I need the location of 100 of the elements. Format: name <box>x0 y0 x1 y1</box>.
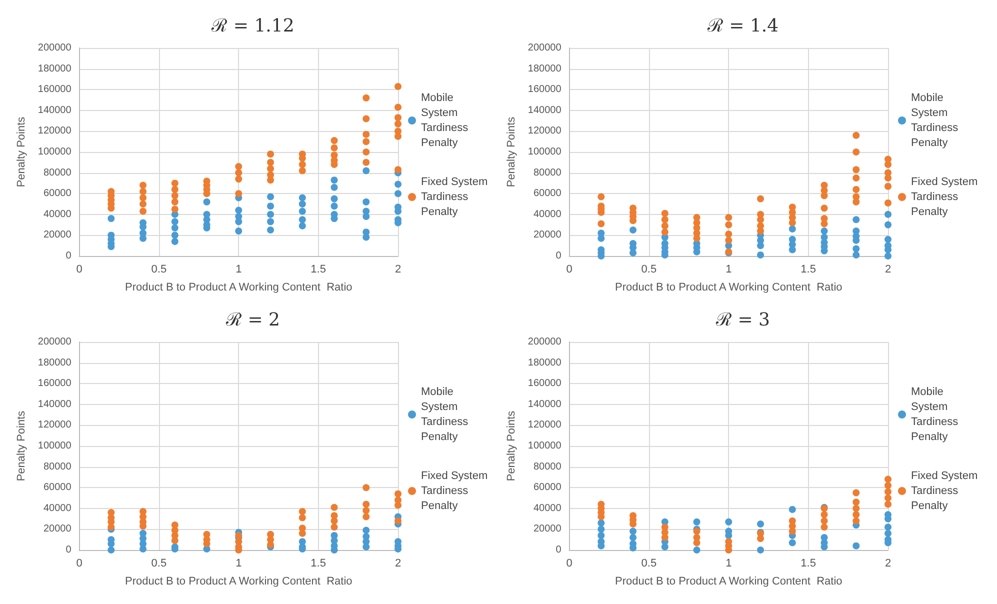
point <box>235 163 242 170</box>
x-tick-label: 0.5 <box>641 264 657 276</box>
point <box>108 204 115 212</box>
point <box>757 535 764 542</box>
x-tick-label: 0.5 <box>641 558 657 570</box>
point <box>267 218 274 226</box>
point <box>394 490 402 498</box>
point <box>693 546 700 554</box>
point <box>725 236 732 244</box>
point <box>171 537 178 544</box>
x-tick-label: 0 <box>566 558 572 570</box>
point <box>820 511 828 518</box>
point <box>598 234 605 242</box>
point <box>820 192 828 200</box>
point <box>788 506 796 513</box>
point <box>330 144 338 152</box>
point <box>852 489 860 496</box>
point <box>362 506 370 514</box>
point <box>598 519 605 526</box>
x-tick-label: 1 <box>726 558 732 570</box>
point <box>140 208 147 215</box>
point <box>884 482 892 490</box>
x-tick-label: 1 <box>726 264 732 276</box>
chart-title: ℛ = 1.12 <box>210 16 294 36</box>
point <box>267 226 274 234</box>
point <box>362 234 370 241</box>
point <box>330 184 338 191</box>
y-tick-label: 100000 <box>528 146 562 158</box>
point <box>330 524 338 531</box>
x-tick-label: 2 <box>884 558 892 570</box>
point <box>140 545 147 552</box>
point <box>661 534 668 542</box>
point <box>330 137 338 144</box>
point <box>630 249 637 256</box>
point <box>267 158 274 166</box>
point <box>661 222 668 230</box>
point <box>235 176 242 183</box>
point <box>235 206 242 214</box>
point <box>140 234 147 242</box>
chart-title: ℛ = 1.4 <box>706 16 779 36</box>
legend-label: Fixed System Tardiness Penalty <box>911 176 981 218</box>
point <box>267 210 274 218</box>
point <box>884 174 892 182</box>
point <box>140 182 147 189</box>
point <box>298 508 306 516</box>
y-tick-label: 180000 <box>38 357 72 368</box>
point <box>298 514 306 522</box>
point <box>394 517 402 524</box>
point <box>725 546 732 554</box>
point <box>171 224 178 232</box>
point <box>757 216 764 224</box>
y-tick-label: 180000 <box>528 357 562 368</box>
point <box>394 114 402 122</box>
y-tick-label: 160000 <box>38 84 72 96</box>
point <box>140 200 147 208</box>
point <box>852 148 860 156</box>
point <box>235 532 242 539</box>
point <box>725 518 732 526</box>
point <box>171 238 178 245</box>
point <box>171 198 178 206</box>
point <box>852 174 860 182</box>
point <box>298 208 306 215</box>
point <box>757 520 764 528</box>
y-tick-label: 0 <box>556 250 562 262</box>
y-tick-label: 180000 <box>38 63 72 74</box>
y-tick-label: 140000 <box>38 398 72 410</box>
point <box>235 228 242 235</box>
point <box>852 517 860 524</box>
y-tick-label: 100000 <box>38 146 72 158</box>
y-tick-label: 20000 <box>43 524 72 535</box>
x-tick-label: 0.5 <box>151 264 167 276</box>
point <box>630 520 637 528</box>
point <box>298 160 306 168</box>
y-tick-label: 180000 <box>528 63 562 74</box>
x-tick-label: 1 <box>236 264 242 276</box>
point <box>140 522 147 530</box>
point <box>362 115 370 122</box>
point <box>757 546 764 554</box>
point <box>852 216 860 224</box>
point <box>725 230 732 238</box>
point <box>852 511 860 518</box>
y-tick-label: 80000 <box>533 167 562 178</box>
point <box>598 193 605 200</box>
y-tick-label: 40000 <box>43 502 72 514</box>
y-tick-label: 200000 <box>528 336 562 348</box>
y-tick-label: 100000 <box>528 440 562 452</box>
point <box>298 216 306 224</box>
point <box>394 132 402 140</box>
point <box>661 216 668 224</box>
point <box>884 160 892 168</box>
point <box>362 158 370 166</box>
x-tick-label: 1.5 <box>310 264 326 276</box>
x-tick-label: 2 <box>394 264 402 276</box>
point <box>330 517 338 524</box>
point <box>788 225 796 232</box>
point <box>394 502 402 509</box>
y-tick-label: 40000 <box>43 208 72 220</box>
point <box>884 500 892 508</box>
point <box>884 488 892 496</box>
y-tick-label: 140000 <box>38 104 72 116</box>
